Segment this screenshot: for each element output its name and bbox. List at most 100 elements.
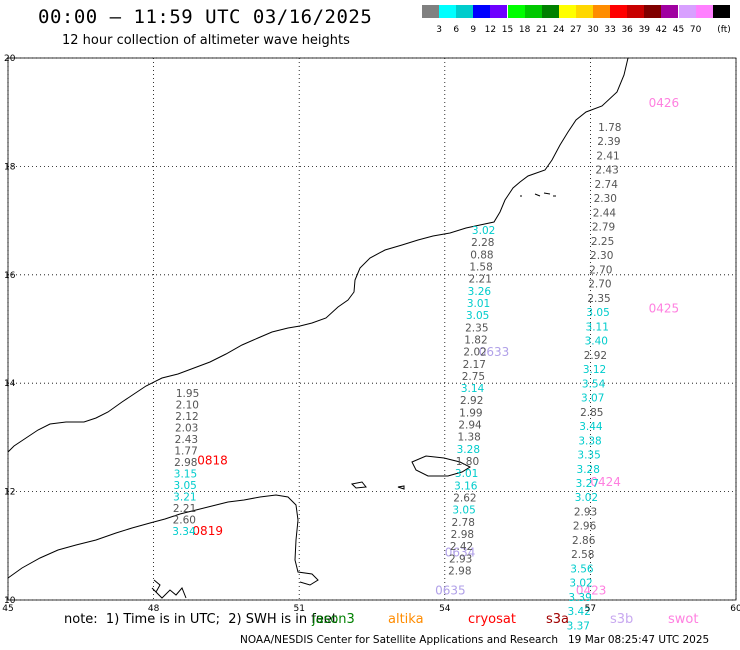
wave-height-value: 2.74 [595,179,619,191]
wave-height-tracks: 1.78 2.39 2.41 2.43 2.74 2.30 2.44 2.79 2.25 2.30… [172,122,621,632]
wave-height-value: 3.02 [575,492,598,504]
satellite-label: altika [388,612,424,627]
wave-height-value: 1.58 [469,261,492,273]
lat-tick-label: 16 [4,271,16,281]
wave-height-value: 2.42 [450,541,473,553]
wave-height-value: 3.21 [173,492,196,504]
legend-swatch [575,5,593,18]
axis-ticks: 45 48 51 54 57 60 20 18 16 14 12 10 [2,54,740,614]
legend-label: 6 [453,25,460,35]
track: 1.78 2.39 2.41 2.43 2.74 2.30 2.44 2.79 2.25 2.30… [567,122,622,632]
legend-label: 24 [553,25,565,35]
wave-height-value: 2.93 [449,553,472,565]
pass-time-label: 0424 [590,475,621,489]
wave-height-value: 3.02 [569,578,592,590]
wave-height-value: 3.34 [172,526,196,538]
wave-height-value: 2.98 [448,565,471,577]
wave-height-value: 3.26 [468,286,492,298]
legend-label: 33 [604,25,616,35]
wave-height-value: 1.82 [464,334,487,346]
wave-height-value: 2.03 [175,423,198,435]
arabian-coastline [7,57,629,453]
wave-height-value: 3.27 [576,478,599,490]
lat-tick-label: 10 [4,596,16,606]
wave-height-value: 3.11 [586,321,609,333]
wave-height-value: 3.05 [173,480,196,492]
wave-height-value: 3.15 [174,469,197,481]
wave-height-value: 3.12 [583,364,606,376]
credit-line: NOAA/NESDIS Center for Satellite Applica… [240,634,558,646]
legend-swatch [507,5,525,18]
satellite-label: jason3 [312,612,355,627]
wave-height-value: 2.93 [574,506,597,518]
wave-height-value: 3.44 [579,421,603,433]
lon-tick-label: 51 [293,604,304,614]
lon-tick-label: 48 [148,604,160,614]
legend-swatch [422,5,439,18]
coastline [7,57,629,599]
legend-label: 70 [689,25,702,35]
wave-height-value: 2.79 [592,222,615,234]
lon-tick-label: 57 [585,604,596,614]
wave-height-value: 2.94 [458,420,482,432]
pass-time-label: 0426 [649,96,680,110]
wave-height-value: 3.40 [585,336,608,348]
pass-time-label: 0423 [576,584,607,598]
wave-height-value: 3.35 [577,450,600,462]
legend-swatch [439,5,457,18]
wave-height-value: 2.30 [594,193,617,205]
map-subtitle: 12 hour collection of altimeter wave hei… [62,33,350,48]
pass-time-label: 0425 [649,302,680,316]
satellite-label: s3a [546,612,570,627]
wave-height-value: 2.12 [175,411,198,423]
legend-label: 30 [587,25,599,35]
legend-label: 12 [484,25,497,35]
lon-tick-label: 45 [2,604,13,614]
wave-height-value: 2.02 [463,347,486,359]
pass-time-label: 0634 [445,546,476,560]
lat-tick-label: 20 [4,54,16,64]
wave-height-value: 2.60 [173,515,196,527]
wave-height-value: 2.25 [591,236,614,248]
wave-height-value: 2.98 [174,457,197,469]
legend-label: 9 [470,25,477,35]
wave-height-value: 2.39 [597,136,620,148]
generation-timestamp: 19 Mar 08:25:47 UTC 2025 [568,634,710,646]
lat-tick-label: 12 [4,488,15,498]
wave-height-value: 2.58 [571,549,594,561]
wave-height-value: 2.62 [453,493,476,505]
wave-height-value: 3.37 [567,620,590,632]
map-frame [7,57,737,601]
wave-height-value: 3.28 [577,464,600,476]
pass-time-label: 0818 [197,454,228,468]
wave-height-value: 3.39 [568,592,591,604]
wave-height-value: 1.80 [456,456,479,468]
pass-time-label: 0819 [192,524,223,538]
satellite-label: cryosat [468,612,516,627]
wave-height-value: 2.96 [573,521,597,533]
somali-coastline [7,494,319,586]
wave-height-value: 2.28 [471,237,494,249]
legend-swatch [473,5,491,18]
socotra-island [411,455,472,477]
legend-swatch [644,5,662,18]
wave-height-value: 3.01 [467,298,490,310]
legend-label: 42 [655,25,668,35]
lon-tick-label: 60 [730,604,740,614]
legend-swatch [661,5,679,18]
wave-height-value: 2.35 [465,322,488,334]
wave-height-value: 2.98 [451,529,474,541]
legend-label: 15 [501,25,514,35]
wave-height-value: 2.17 [463,359,486,371]
wave-height-value: 3.01 [455,468,478,480]
legend-swatch [712,5,730,18]
legend-swatch [541,5,559,18]
wave-height-value: 3.54 [582,378,606,390]
map-title: 00:00 – 11:59 UTC 03/16/2025 [38,6,373,28]
wave-height-value: 2.85 [580,407,603,419]
lat-tick-label: 14 [4,379,16,389]
wave-height-value: 3.38 [578,435,601,447]
wave-height-value: 2.21 [173,503,196,515]
lat-tick-label: 18 [4,162,16,172]
